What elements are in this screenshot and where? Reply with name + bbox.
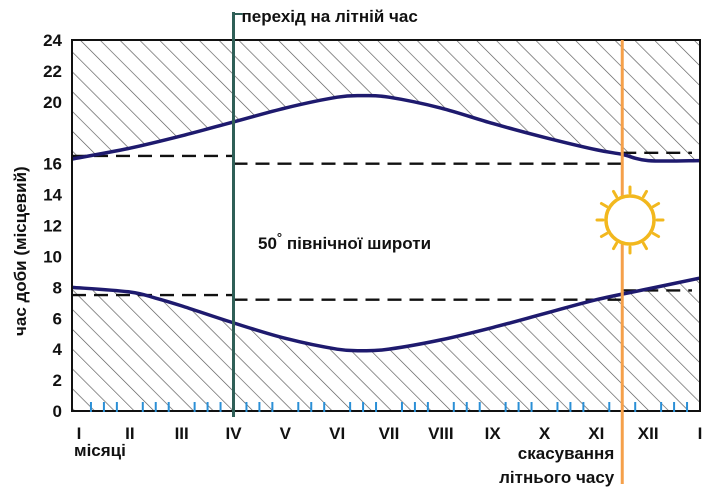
plot-frame	[71, 39, 701, 412]
sunrise-curve	[71, 276, 701, 353]
night-evening-hatch	[72, 40, 700, 162]
latitude-rest: північної широти	[282, 234, 431, 253]
x-tick-label: VIII	[428, 424, 454, 443]
reference-lines	[72, 151, 692, 301]
sun-ray	[651, 202, 661, 208]
markers: перехід на літній час скасування літнього …	[232, 7, 624, 487]
sunset-curve	[71, 93, 701, 163]
x-tick-label: VI	[329, 424, 345, 443]
y-tick-label: 0	[53, 402, 62, 421]
sun-ray	[612, 241, 618, 251]
sun-ray	[612, 189, 618, 199]
curves	[71, 93, 701, 353]
x-tick-label: I	[77, 424, 82, 443]
sun-ray	[651, 232, 661, 238]
y-tick-label: 10	[43, 247, 62, 266]
y-tick-label: 8	[53, 278, 62, 297]
dst-end-label-line2: літнього часу	[499, 468, 615, 487]
y-tick-label: 14	[43, 186, 62, 205]
x-tick-label: IV	[225, 424, 242, 443]
y-tick-label: 12	[43, 217, 62, 236]
sun-ray	[642, 241, 648, 251]
x-tick-label: V	[280, 424, 292, 443]
night-hatch-area	[72, 40, 700, 411]
y-tick-label: 2	[53, 371, 62, 390]
y-tick-label: 4	[53, 340, 63, 359]
sun-ray	[599, 202, 609, 208]
x-axis-ticks: I II III IV V VI VII VIII IX X XI XII I	[77, 402, 703, 443]
x-tick-label: X	[539, 424, 551, 443]
y-tick-label: 6	[53, 309, 62, 328]
y-tick-label: 22	[43, 62, 62, 81]
x-tick-label: IX	[485, 424, 502, 443]
latitude-annotation: 50° північної широти	[258, 230, 431, 253]
sun-ray	[642, 189, 648, 199]
x-tick-label: XII	[638, 424, 659, 443]
x-tick-label: III	[175, 424, 189, 443]
x-tick-label: II	[125, 424, 134, 443]
latitude-degree: °	[277, 230, 282, 245]
y-tick-label: 20	[43, 93, 62, 112]
x-tick-label: XI	[588, 424, 604, 443]
sun-icon	[595, 185, 665, 255]
dst-end-label-line1: скасування	[518, 444, 614, 463]
x-axis-label: місяці	[74, 441, 126, 460]
y-tick-label: 16	[43, 155, 62, 174]
y-axis-label: час доби (місцевий)	[11, 166, 30, 336]
x-tick-label: I	[698, 424, 703, 443]
x-tick-label: VII	[379, 424, 400, 443]
night-morning-hatch	[72, 278, 700, 411]
latitude-value: 50	[258, 234, 277, 253]
dst-start-label: перехід на літній час	[242, 7, 418, 26]
y-tick-label: 24	[43, 31, 62, 50]
sun-ray	[599, 232, 609, 238]
